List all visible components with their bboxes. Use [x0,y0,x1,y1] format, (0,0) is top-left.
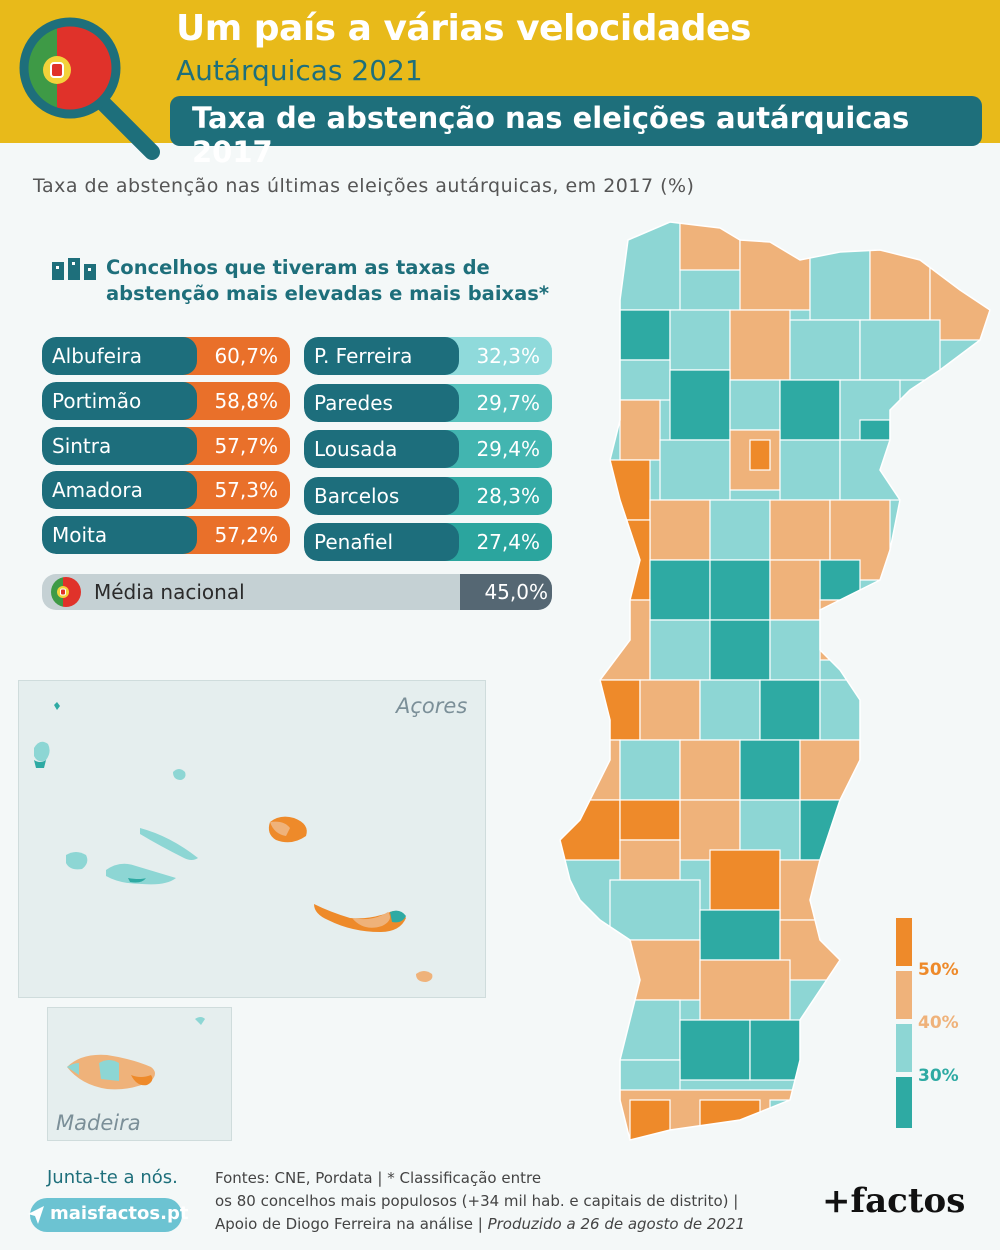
portugal-flag-icon [51,577,81,607]
ranking-value: 57,7% [180,427,290,465]
sources-line1: Fontes: CNE, Pordata | * Classificação e… [215,1169,542,1187]
ranking-name: Paredes [304,384,459,422]
ranking-name: Amadora [42,471,197,509]
sources-credit: Apoio de Diogo Ferreira na análise | [215,1215,488,1233]
island-madeira-c [99,1060,119,1081]
ranking-bars-icon [52,258,96,280]
island-pico [106,863,176,885]
page-subtitle: Autárquicas 2021 [176,54,423,87]
color-legend [896,918,912,1128]
island-madeira-e [131,1075,153,1086]
ranking-heading-line1: Concelhos que tiveram as taxas de [106,256,490,279]
ranking-name: Albufeira [42,337,197,375]
magnifier-flag-icon [19,17,160,160]
island-faial [66,852,88,870]
island-graciosa [173,769,186,780]
ranking-row-low: 29,4% Lousada [304,430,552,468]
island-flores [34,741,50,762]
site-link-button[interactable] [30,1198,182,1232]
ranking-row-high: 57,3% Amadora [42,471,290,509]
ranking-name: Lousada [304,430,459,468]
legend-swatch-40-50 [896,971,912,1019]
ranking-name: Sintra [42,427,197,465]
legend-label-50: 50% [918,960,959,980]
azores-label: Açores [396,694,468,718]
join-text: Junta-te a nós. [47,1167,178,1188]
island-terceira-w [270,821,290,836]
site-link-text[interactable]: maisfactos.pt [50,1203,189,1224]
legend-swatch-30-40 [896,1024,912,1072]
ranking-name: P. Ferreira [304,337,459,375]
sources-line3: Apoio de Diogo Ferreira na análise | Pro… [215,1213,795,1236]
azores-map [34,702,433,982]
ranking-row-low: 32,3% P. Ferreira [304,337,552,375]
national-average-value: 45,0% [484,580,548,604]
topic-title: Taxa de abstenção nas eleições autárquic… [192,101,910,169]
sources-note: Fontes: CNE, Pordata | * Classificação e… [215,1167,795,1236]
island-santa-maria [416,971,433,982]
ranking-value: 27,4% [442,523,552,561]
national-average-label: Média nacional [94,580,245,604]
island-pico-s [128,878,146,883]
ranking-name: Penafiel [304,523,459,561]
ranking-row-high: 60,7% Albufeira [42,337,290,375]
island-porto-santo [195,1017,205,1025]
island-flores-s [34,760,46,768]
ranking-heading-line2: abstenção mais elevadas e mais baixas* [106,282,550,305]
cursor-arrow-icon [28,1206,44,1224]
legend-label-30: 30% [918,1066,959,1086]
ranking-name: Barcelos [304,477,459,515]
mainland-portugal-map [559,221,991,1141]
island-sao-jorge [140,828,198,860]
legend-swatch-above-50 [896,918,912,966]
ranking-row-low: 29,7% Paredes [304,384,552,422]
legend-label-40: 40% [918,1013,959,1033]
ranking-row-high: 58,8% Portimão [42,382,290,420]
ranking-value: 28,3% [442,477,552,515]
azores-inset [18,680,486,998]
ranking-value: 29,7% [442,384,552,422]
ranking-row-low: 27,4% Penafiel [304,523,552,561]
island-madeira-w [67,1063,79,1075]
ranking-row-low: 28,3% Barcelos [304,477,552,515]
topic-bar [170,96,982,146]
ranking-name: Portimão [42,382,197,420]
ranking-heading: Concelhos que tiveram as taxas de absten… [106,255,566,307]
ranking-value: 57,3% [180,471,290,509]
ranking-value: 32,3% [442,337,552,375]
ranking-value: 58,8% [180,382,290,420]
factos-logo: +factos [822,1181,966,1221]
ranking-value: 60,7% [180,337,290,375]
island-corvo [54,702,60,710]
ranking-row-high: 57,2% Moita [42,516,290,554]
national-average-value-bg [460,574,552,610]
ranking-value: 29,4% [442,430,552,468]
island-sao-miguel-e [390,910,406,923]
chart-subtitle: Taxa de abstenção nas últimas eleições a… [33,175,695,197]
madeira-map [67,1017,205,1090]
sources-date: Produzido a 26 de agosto de 2021 [487,1215,746,1233]
legend-swatch-below-30 [896,1077,912,1128]
madeira-label: Madeira [56,1111,141,1135]
ranking-row-high: 57,7% Sintra [42,427,290,465]
page-title: Um país a várias velocidades [176,8,751,49]
island-sao-miguel-c [352,912,390,928]
ranking-value: 57,2% [180,516,290,554]
ranking-name: Moita [42,516,197,554]
sources-line2: os 80 concelhos mais populosos (+34 mil … [215,1192,739,1210]
